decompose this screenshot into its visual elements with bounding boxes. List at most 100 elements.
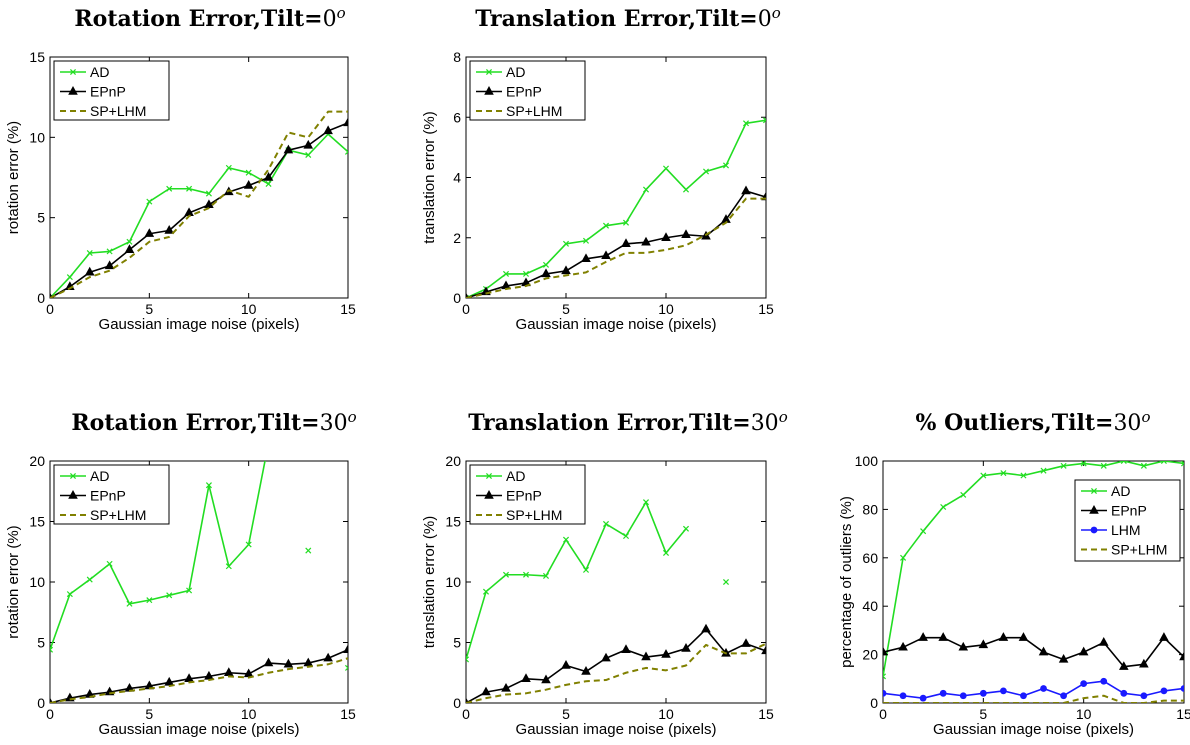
series-ad-point (502, 270, 510, 277)
legend-box (1074, 479, 1181, 562)
y-tick-label: 8 (453, 49, 461, 65)
series-epnp-point (521, 673, 531, 682)
series-epnp-point (1159, 632, 1169, 641)
legend-entry-sp-lhm: SP+LHM (476, 103, 562, 119)
series-ad-point (562, 536, 570, 543)
series-sp-lhm-line (50, 110, 348, 298)
legend-entry-epnp-marker (1089, 505, 1099, 514)
x-tick-label: 5 (562, 301, 570, 317)
chart-title-main: % Outliers,Tilt= (916, 410, 1114, 436)
series-epnp-point (323, 125, 333, 135)
x-tick-label: 5 (562, 706, 570, 722)
legend-entry-ad-label: AD (506, 64, 525, 80)
series-ad-point (682, 525, 690, 532)
series-epnp-point (164, 225, 174, 234)
series-epnp-point (1058, 653, 1069, 663)
y-tick-label: 0 (37, 695, 45, 711)
series-ad-point (622, 532, 630, 540)
series-lhm-point (899, 692, 907, 700)
chart-title: Translation Error,Tilt=0o (475, 4, 780, 32)
x-tick-label: 0 (462, 301, 470, 317)
series-epnp-point (84, 266, 95, 276)
x-axis-label: Gaussian image noise (pixels) (516, 721, 717, 738)
series-ad-point (522, 571, 530, 578)
x-tick-label: 10 (658, 706, 674, 722)
series-epnp-line (50, 122, 348, 298)
series-ad-point (126, 600, 133, 607)
series-lhm-point (1040, 685, 1047, 692)
series-ad-point (482, 588, 490, 595)
plot-area (466, 117, 766, 298)
legend-entry-sp-lhm: SP+LHM (60, 507, 146, 523)
legend-entry-epnp: EPnP (476, 84, 542, 100)
legend-entry-epnp-label: EPnP (506, 488, 542, 504)
y-tick-label: 20 (862, 647, 878, 663)
series-ad-point (642, 499, 650, 506)
chart-title-superscript: o (779, 408, 788, 426)
chart-title-value: 0 (323, 7, 337, 32)
legend: AD EPnP SP+LHM (469, 464, 586, 525)
legend-entry-epnp-label: EPnP (506, 84, 542, 100)
series-epnp-point (741, 638, 751, 647)
series-ad-point (225, 164, 232, 171)
series-epnp-point (761, 645, 766, 655)
series-epnp-point (958, 641, 969, 651)
series-ad-point (542, 572, 550, 579)
x-tick-label: 5 (145, 706, 153, 722)
y-tick-label: 20 (29, 453, 45, 469)
legend-entry-ad: AD (60, 64, 109, 80)
x-tick-label: 0 (879, 706, 887, 722)
x-tick-label: 0 (462, 706, 470, 722)
series-ad-point (662, 165, 670, 172)
series-epnp-point (1078, 646, 1089, 656)
series-epnp (466, 185, 766, 298)
series-epnp-point (601, 652, 611, 662)
series-epnp-point (601, 250, 611, 260)
series-epnp-point (561, 265, 571, 275)
chart-title-value: 30 (1113, 411, 1141, 436)
series-epnp-line (466, 628, 766, 703)
series-epnp-point (481, 686, 491, 696)
y-tick-label: 10 (29, 129, 45, 145)
series-lhm-point (979, 689, 987, 697)
x-tick-label: 15 (340, 706, 356, 722)
y-axis-label: translation error (%) (421, 111, 438, 244)
x-axis-label: Gaussian image noise (pixels) (516, 316, 717, 333)
legend-entry-ad-label: AD (506, 468, 525, 484)
series-epnp-point (263, 657, 274, 667)
series-epnp-point (224, 667, 234, 676)
series-epnp-point (124, 244, 135, 253)
series-ad (883, 461, 1184, 680)
series-ad (466, 499, 730, 663)
series-epnp (466, 623, 766, 703)
series-lhm-point (919, 694, 927, 702)
legend-entry-ad-marker (1090, 487, 1098, 495)
series-ad-point (344, 664, 348, 671)
plot-area (50, 110, 348, 298)
chart-title-superscript: o (348, 408, 357, 426)
series-ad-point (305, 547, 312, 554)
chart-panel-1: Rotation Error,Tilt=0o0 5 10 15051015Gaussi… (5, 4, 356, 333)
series-ad-point (265, 180, 272, 187)
series-ad-point (602, 222, 610, 229)
series-lhm-point (1120, 689, 1128, 697)
x-tick-label: 10 (1076, 706, 1092, 722)
legend-entry-epnp: EPnP (1081, 503, 1147, 519)
series-epnp-point (124, 682, 135, 692)
legend-entry-ad: AD (60, 468, 109, 484)
y-axis-label: translation error (%) (421, 516, 438, 649)
y-tick-label: 100 (855, 453, 879, 469)
x-tick-label: 10 (241, 301, 257, 317)
chart-title-main: Rotation Error,Tilt= (74, 6, 322, 32)
legend-entry-sp-lhm: SP+LHM (1081, 542, 1167, 558)
legend-entry-lhm-label: LHM (1111, 522, 1141, 538)
series-ad-point (1080, 461, 1087, 467)
series-epnp-point (721, 214, 731, 223)
series-lhm-point (1140, 692, 1148, 700)
series-ad-point (146, 198, 153, 205)
x-tick-label: 5 (145, 301, 153, 317)
plot-area (466, 499, 766, 703)
series-ad-point (186, 587, 193, 594)
series-ad-point (305, 151, 312, 159)
series-epnp-point (104, 260, 115, 270)
